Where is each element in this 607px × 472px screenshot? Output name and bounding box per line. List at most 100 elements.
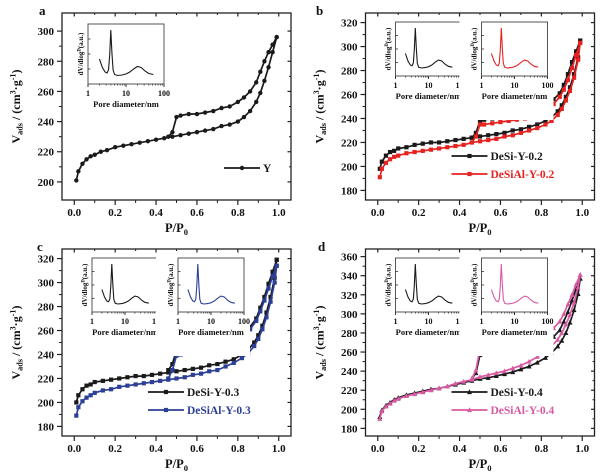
svg-text:Y: Y bbox=[263, 163, 272, 175]
svg-text:0.8: 0.8 bbox=[534, 207, 548, 219]
panel-letter-a: a bbox=[39, 3, 46, 18]
svg-text:1: 1 bbox=[480, 81, 484, 90]
svg-text:340: 340 bbox=[341, 271, 358, 283]
isotherm-plot-a: 0.0 0.2 0.4 0.6 0.8 1.0 200 220 240 260 280 300 P/P0… bbox=[8, 12, 292, 236]
svg-text:Vads / (cm3·g-1): Vads / (cm3·g-1) bbox=[8, 69, 24, 143]
svg-text:DeSiAl-Y-0.3: DeSiAl-Y-0.3 bbox=[187, 405, 251, 417]
svg-text:220: 220 bbox=[341, 385, 358, 397]
svg-text:0.6: 0.6 bbox=[190, 207, 204, 219]
svg-text:P/P0: P/P0 bbox=[165, 221, 188, 236]
isotherm-plot-c: 0.0 0.2 0.4 0.6 0.8 1.0 180 200 220 240 260 280 300 3… bbox=[8, 248, 292, 472]
panel-b: b 0.0 0.2 0.4 0.6 0.8 1.0 180 200 220 240 260 280 30… bbox=[303, 0, 607, 236]
svg-text:DeSiAl-Y-0.4: DeSiAl-Y-0.4 bbox=[491, 405, 555, 417]
svg-text:0.4: 0.4 bbox=[149, 207, 163, 219]
svg-text:dV/dlogD(a.u.): dV/dlogD(a.u.) bbox=[81, 263, 89, 306]
svg-text:260: 260 bbox=[341, 347, 358, 359]
svg-text:dV/dlogD(a.u.): dV/dlogD(a.u.) bbox=[385, 263, 393, 306]
svg-text:10: 10 bbox=[511, 81, 519, 90]
isotherm-plot-d: 0.0 0.2 0.4 0.6 0.8 1.0 180 200 220 240 260 280 300 3… bbox=[312, 248, 596, 472]
panel-letter-b: b bbox=[316, 3, 324, 18]
svg-text:0.4: 0.4 bbox=[453, 207, 467, 219]
svg-text:10: 10 bbox=[425, 81, 433, 90]
svg-text:260: 260 bbox=[38, 86, 55, 98]
svg-text:200: 200 bbox=[341, 161, 358, 173]
svg-text:200: 200 bbox=[38, 177, 55, 189]
svg-text:Pore diameter/nm: Pore diameter/nm bbox=[93, 99, 159, 109]
svg-text:100: 100 bbox=[542, 81, 554, 90]
svg-text:Pore diameter/nm: Pore diameter/nm bbox=[396, 91, 462, 101]
panel-d: d 0.0 0.2 0.4 0.6 0.8 1.0 180 200 220 240 260 280 30… bbox=[303, 236, 607, 472]
svg-text:280: 280 bbox=[38, 56, 55, 68]
svg-text:320: 320 bbox=[341, 18, 358, 30]
svg-text:0.2: 0.2 bbox=[412, 443, 426, 455]
svg-text:10: 10 bbox=[207, 317, 215, 326]
svg-text:300: 300 bbox=[341, 42, 358, 54]
svg-text:100: 100 bbox=[158, 89, 170, 98]
svg-text:dV/dlogD(a.u.): dV/dlogD(a.u.) bbox=[385, 27, 393, 70]
svg-text:0.8: 0.8 bbox=[534, 443, 548, 455]
svg-text:300: 300 bbox=[341, 309, 358, 321]
svg-text:0.4: 0.4 bbox=[149, 443, 163, 455]
svg-text:200: 200 bbox=[341, 404, 358, 416]
svg-text:1: 1 bbox=[394, 317, 398, 326]
isotherm-plot-b: 0.0 0.2 0.4 0.6 0.8 1.0 180 200 220 240 260 280 300 3… bbox=[312, 12, 596, 236]
svg-text:0.2: 0.2 bbox=[412, 207, 426, 219]
svg-text:P/P0: P/P0 bbox=[469, 457, 492, 472]
svg-text:10: 10 bbox=[425, 317, 433, 326]
svg-text:dV/dlogD(a.u.): dV/dlogD(a.u.) bbox=[471, 27, 479, 70]
svg-text:Vads / (cm3·g-1): Vads / (cm3·g-1) bbox=[8, 305, 24, 379]
svg-text:10: 10 bbox=[121, 317, 129, 326]
panel-c: c 0.0 0.2 0.4 0.6 0.8 1.0 180 200 220 240 260 280 30… bbox=[0, 236, 303, 472]
svg-text:260: 260 bbox=[38, 326, 55, 338]
svg-text:Pore diameter/nm: Pore diameter/nm bbox=[482, 327, 548, 337]
svg-text:200: 200 bbox=[38, 397, 55, 409]
svg-text:220: 220 bbox=[38, 373, 55, 385]
svg-text:180: 180 bbox=[341, 423, 358, 435]
svg-text:Pore diameter/nm: Pore diameter/nm bbox=[482, 91, 548, 101]
svg-text:0.6: 0.6 bbox=[494, 207, 508, 219]
svg-text:280: 280 bbox=[341, 328, 358, 340]
svg-text:240: 240 bbox=[341, 366, 358, 378]
panel-letter-c: c bbox=[37, 239, 43, 254]
svg-text:1: 1 bbox=[86, 89, 90, 98]
svg-text:DeSi-Y-0.3: DeSi-Y-0.3 bbox=[187, 387, 240, 399]
svg-text:Vads / (cm3·g-1): Vads / (cm3·g-1) bbox=[312, 69, 328, 143]
svg-text:240: 240 bbox=[38, 349, 55, 361]
svg-text:DeSiAl-Y-0.2: DeSiAl-Y-0.2 bbox=[491, 169, 555, 181]
svg-text:P/P0: P/P0 bbox=[165, 457, 188, 472]
svg-text:dV/dlogD(a.u.): dV/dlogD(a.u.) bbox=[471, 263, 479, 306]
svg-text:180: 180 bbox=[38, 421, 55, 433]
svg-text:10: 10 bbox=[511, 317, 519, 326]
svg-text:240: 240 bbox=[341, 113, 358, 125]
svg-text:1.0: 1.0 bbox=[575, 443, 589, 455]
svg-text:300: 300 bbox=[38, 278, 55, 290]
svg-text:360: 360 bbox=[341, 252, 358, 264]
svg-text:10: 10 bbox=[122, 89, 130, 98]
svg-text:320: 320 bbox=[341, 290, 358, 302]
svg-text:Pore diameter/nm: Pore diameter/nm bbox=[396, 327, 462, 337]
svg-text:220: 220 bbox=[38, 147, 55, 159]
svg-text:1: 1 bbox=[176, 317, 180, 326]
svg-text:0.6: 0.6 bbox=[190, 443, 204, 455]
svg-text:Vads / (cm3·g-1): Vads / (cm3·g-1) bbox=[312, 305, 328, 379]
svg-text:300: 300 bbox=[38, 26, 55, 38]
svg-text:1.0: 1.0 bbox=[272, 207, 286, 219]
svg-text:0.4: 0.4 bbox=[453, 443, 467, 455]
svg-text:dV/dlogD(a.u.): dV/dlogD(a.u.) bbox=[167, 263, 175, 306]
svg-text:Pore diameter/nm: Pore diameter/nm bbox=[178, 327, 244, 337]
svg-text:1.0: 1.0 bbox=[575, 207, 589, 219]
svg-text:280: 280 bbox=[341, 66, 358, 78]
panel-letter-d: d bbox=[318, 239, 326, 254]
svg-text:1.0: 1.0 bbox=[272, 443, 286, 455]
svg-text:Pore diameter/nm: Pore diameter/nm bbox=[92, 327, 158, 337]
svg-text:260: 260 bbox=[341, 90, 358, 102]
svg-text:100: 100 bbox=[542, 317, 554, 326]
svg-text:280: 280 bbox=[38, 302, 55, 314]
svg-text:DeSi-Y-0.2: DeSi-Y-0.2 bbox=[491, 151, 544, 163]
svg-text:180: 180 bbox=[341, 185, 358, 197]
svg-text:0.0: 0.0 bbox=[371, 207, 385, 219]
svg-text:320: 320 bbox=[38, 254, 55, 266]
svg-text:1: 1 bbox=[480, 317, 484, 326]
